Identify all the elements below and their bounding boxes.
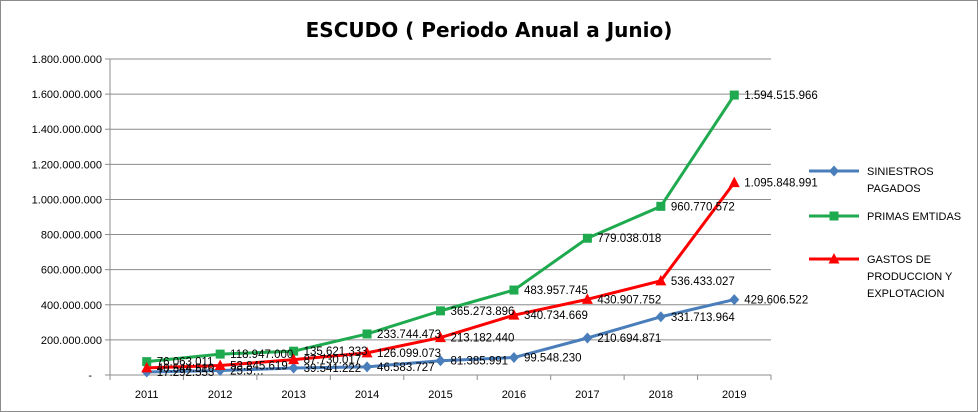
legend-swatch-marker [828, 253, 840, 264]
data-label: 536.433.027 [671, 276, 735, 288]
data-label: 331.713.964 [671, 312, 736, 324]
legend-item: PRIMAS EMTIDAS [809, 211, 961, 223]
legend-label: SINIESTROS [867, 166, 934, 178]
legend-label: PAGADOS [867, 183, 921, 195]
y-tick-label: - [88, 370, 92, 382]
data-label: 483.957.745 [524, 285, 588, 297]
data-label: 365.273.896 [451, 306, 515, 318]
x-tick-label: 2011 [135, 389, 159, 401]
data-point [361, 346, 373, 358]
data-point [509, 285, 519, 295]
data-label: 17.292.553 [157, 367, 215, 379]
x-tick-label: 2019 [722, 389, 746, 401]
x-tick-label: 2015 [428, 389, 452, 401]
data-point [289, 346, 299, 356]
data-point [582, 233, 592, 243]
y-tick-label: 800.000.000 [41, 230, 102, 242]
data-point [508, 352, 519, 364]
y-tick-label: 1.200.000.000 [32, 159, 102, 171]
legend-label: PRODUCCION Y [867, 271, 953, 283]
data-label: 1.594.515.966 [744, 90, 818, 102]
legend-swatch-marker [829, 211, 839, 221]
data-point [142, 357, 152, 367]
y-tick-label: 1.800.000.000 [32, 54, 102, 66]
data-label: 39.541.222 [304, 363, 362, 375]
axes: - 200.000.000 400.000.000 600.000.000 800.00… [32, 54, 772, 401]
data-label: 81.385.991 [451, 356, 509, 368]
data-point [656, 201, 666, 211]
data-point [582, 332, 593, 344]
legend-item: SINIESTROS PAGADOS [809, 165, 934, 195]
legend-label: EXPLOTACION [867, 288, 944, 300]
data-point [141, 361, 153, 373]
grid-lines [110, 58, 771, 341]
data-label: 126.099.073 [377, 348, 441, 360]
data-point [436, 306, 445, 316]
series-1 [142, 90, 739, 367]
data-label: 46.583.727 [377, 362, 435, 374]
data-label: 87.730.017 [304, 355, 362, 367]
chart-title: ESCUDO ( Periodo Anual a Junio) [306, 18, 673, 42]
data-label: 135.621.333 [304, 346, 368, 358]
data-label: 99.548.230 [524, 353, 582, 365]
x-tick-label: 2018 [649, 389, 673, 401]
data-point [435, 355, 446, 367]
data-label: 233.744.473 [377, 329, 441, 341]
x-tick-label: 2016 [502, 389, 526, 401]
data-label: 40.544.510 [157, 363, 215, 375]
y-tick-label: 200.000.000 [41, 335, 102, 347]
data-label: 213.182.440 [451, 333, 515, 345]
data-point [362, 361, 373, 373]
data-label: 1.095.848.991 [744, 178, 818, 190]
legend-label: PRIMAS EMTIDAS [867, 211, 961, 223]
data-point [362, 329, 372, 339]
data-label: 76.063.011 [157, 357, 214, 369]
x-tick-label: 2012 [208, 389, 232, 401]
data-point [728, 176, 740, 188]
data-label: 430.907.752 [597, 294, 661, 306]
x-tick-label: 2013 [281, 389, 305, 401]
x-tick-label: 2014 [355, 389, 379, 401]
series-layer [141, 90, 740, 378]
data-label: 118.947.000 [230, 349, 293, 361]
data-point [655, 274, 667, 286]
data-label: 960.770.572 [671, 201, 735, 213]
data-point [729, 90, 739, 100]
data-point [215, 349, 225, 359]
data-labels: 17.292.553 25.5… 39.541.222 46.583.727 81.38… [157, 90, 818, 379]
data-label: 25.5… [230, 366, 264, 378]
data-point [214, 359, 226, 371]
legend-label: GASTOS DE [867, 254, 931, 266]
y-tick-label: 600.000.000 [41, 265, 102, 277]
data-point [729, 294, 740, 306]
data-label: 340.734.669 [524, 310, 588, 322]
data-label: 210.694.871 [597, 333, 661, 345]
data-label: 53.845.619 [230, 361, 288, 373]
data-point [288, 353, 300, 365]
data-point [288, 362, 299, 374]
data-label: 429.606.522 [744, 295, 808, 307]
data-point [655, 311, 666, 323]
data-point [435, 331, 446, 343]
data-label: 779.038.018 [597, 233, 661, 245]
data-point [581, 293, 593, 304]
y-tick-label: 1.400.000.000 [32, 124, 102, 136]
legend-swatch-marker [829, 165, 839, 177]
y-tick-label: 1.600.000.000 [32, 89, 102, 101]
y-tick-label: 1.000.000.000 [32, 194, 102, 206]
series-0 [141, 294, 740, 378]
y-tick-label: 400.000.000 [41, 300, 102, 312]
legend: SINIESTROS PAGADOS PRIMAS EMTIDAS GASTOS DE… [809, 165, 961, 300]
data-point [508, 309, 520, 320]
legend-item: GASTOS DE PRODUCCION Y EXPLOTACION [809, 253, 953, 300]
series-2 [141, 176, 740, 373]
x-tick-label: 2017 [575, 389, 599, 401]
